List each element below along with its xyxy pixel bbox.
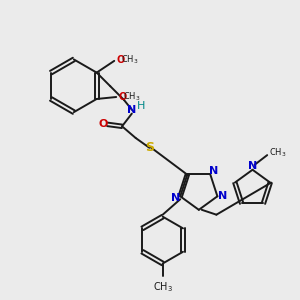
Text: H: H xyxy=(136,101,145,111)
Text: O: O xyxy=(118,92,126,102)
Text: O: O xyxy=(99,119,108,129)
Text: CH$_3$: CH$_3$ xyxy=(269,147,287,159)
Text: N: N xyxy=(248,161,257,171)
Text: CH$_3$: CH$_3$ xyxy=(121,54,139,66)
Text: S: S xyxy=(145,141,154,154)
Text: N: N xyxy=(208,166,218,176)
Text: CH$_3$: CH$_3$ xyxy=(123,91,141,103)
Text: N: N xyxy=(127,105,136,115)
Text: CH$_3$: CH$_3$ xyxy=(153,280,173,294)
Text: O: O xyxy=(116,55,124,65)
Text: N: N xyxy=(218,191,227,201)
Text: N: N xyxy=(171,193,180,203)
